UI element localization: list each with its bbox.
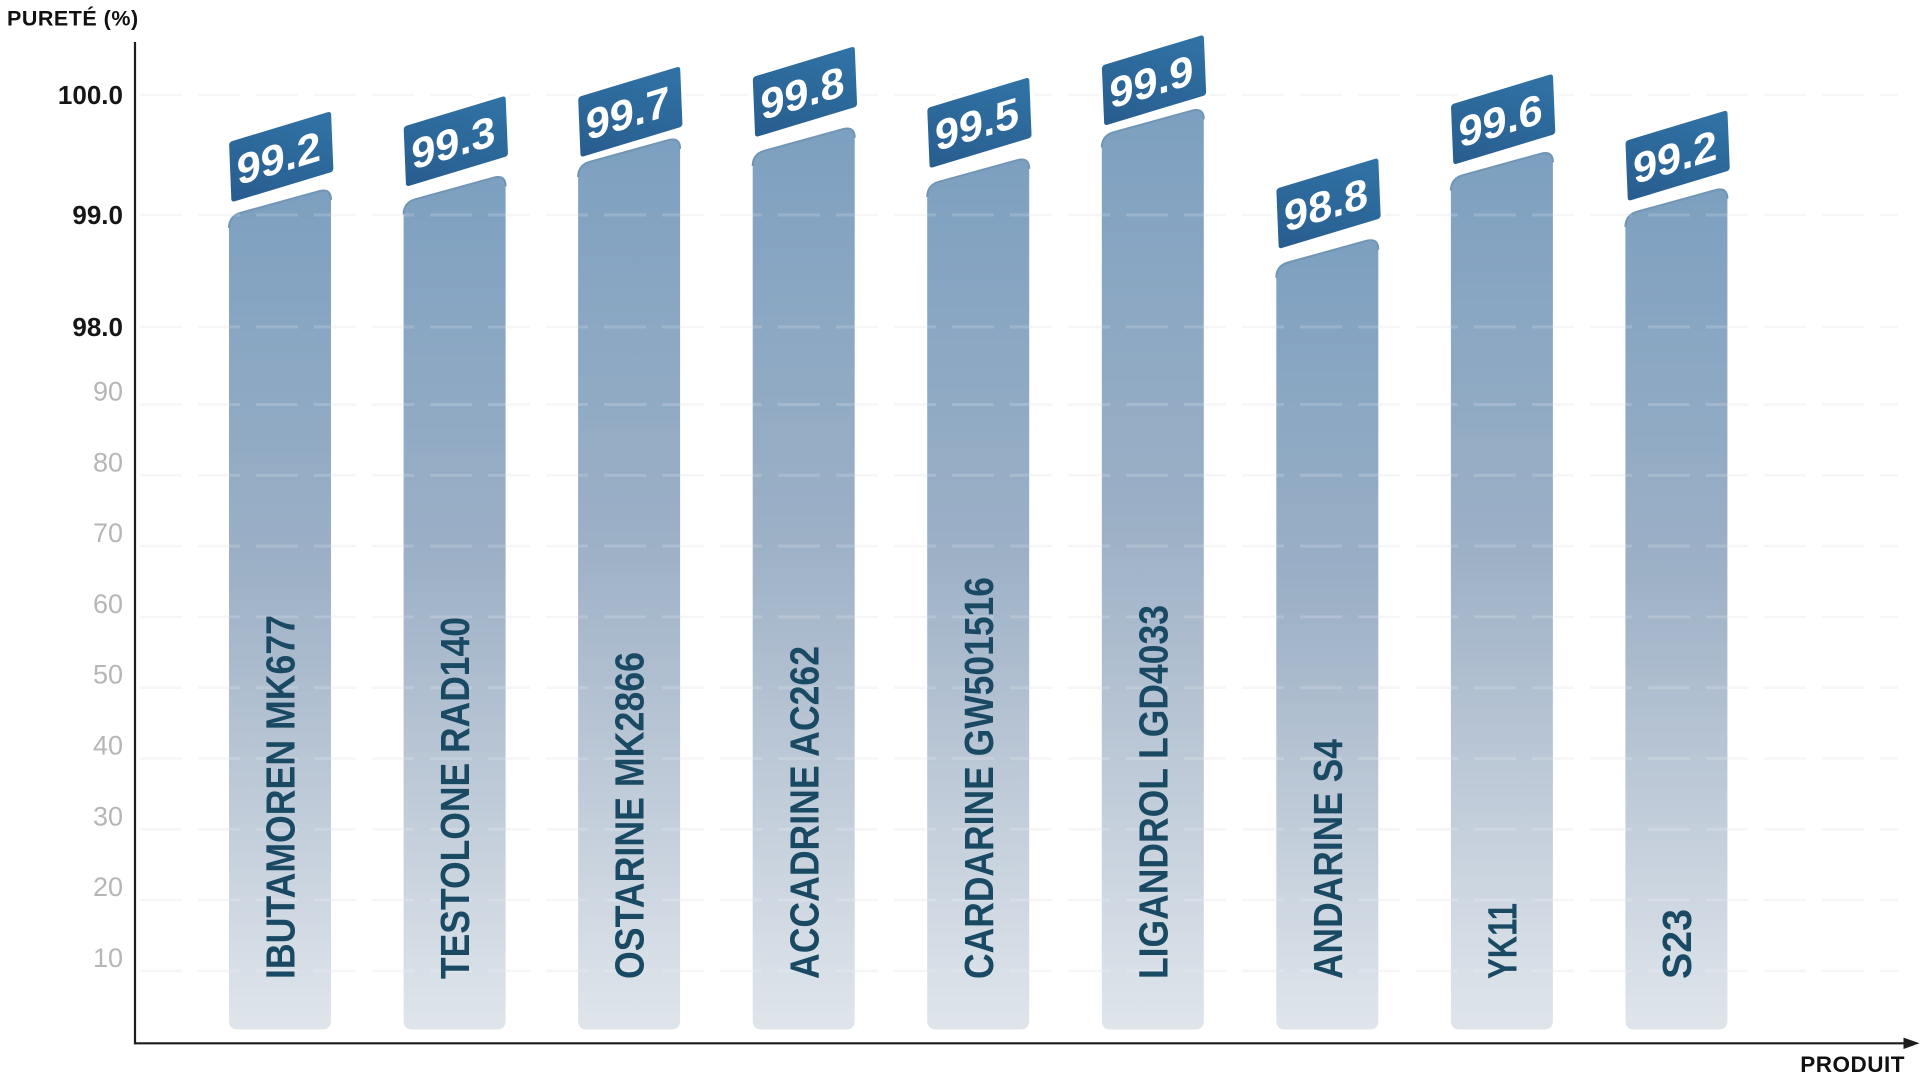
svg-text:PURETÉ (%): PURETÉ (%) [7,6,139,31]
svg-text:90: 90 [93,377,123,407]
svg-text:100.0: 100.0 [58,80,123,110]
svg-text:S23: S23 [1654,909,1700,979]
svg-text:PRODUIT: PRODUIT [1800,1052,1905,1077]
svg-text:ACCADRINE AC262: ACCADRINE AC262 [781,646,827,979]
svg-text:99.0: 99.0 [72,200,123,230]
svg-text:LIGANDROL LGD4033: LIGANDROL LGD4033 [1130,605,1176,979]
svg-text:30: 30 [93,801,123,831]
svg-text:TESTOLONE RAD140: TESTOLONE RAD140 [432,617,478,979]
svg-text:OSTARINE MK2866: OSTARINE MK2866 [607,652,653,979]
svg-text:20: 20 [93,872,123,902]
svg-text:98.0: 98.0 [72,312,123,342]
svg-text:40: 40 [93,731,123,761]
svg-text:CARDARINE GW501516: CARDARINE GW501516 [956,577,1002,979]
svg-text:80: 80 [93,447,123,477]
svg-text:IBUTAMOREN MK677: IBUTAMOREN MK677 [258,615,304,979]
svg-text:60: 60 [93,589,123,619]
svg-text:70: 70 [93,518,123,548]
svg-text:50: 50 [93,660,123,690]
svg-text:YK11: YK11 [1480,903,1526,979]
svg-text:ANDARINE S4: ANDARINE S4 [1305,739,1351,979]
svg-text:10: 10 [93,943,123,973]
